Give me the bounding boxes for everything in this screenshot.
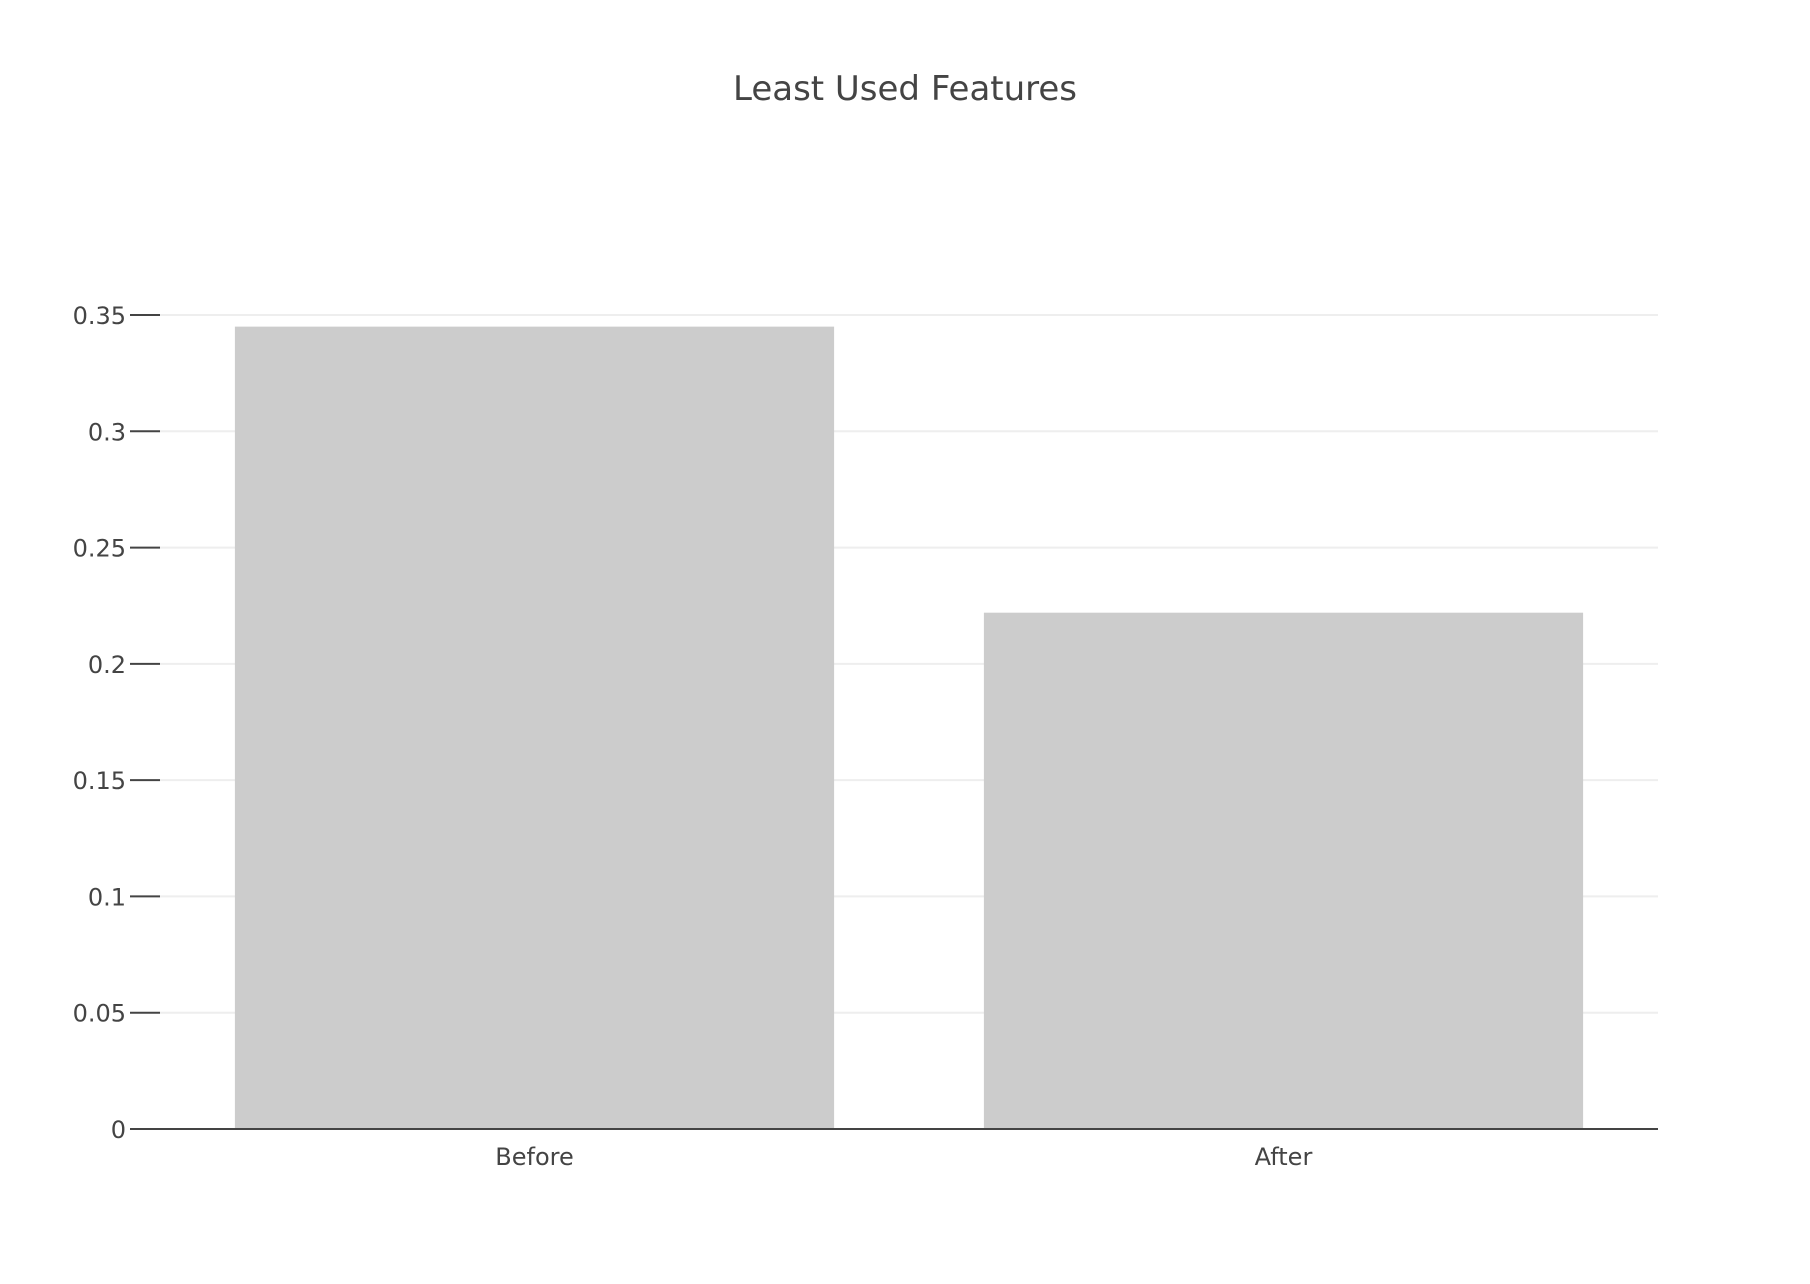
y-tick-label: 0.15 xyxy=(73,767,126,795)
x-tick-label: Before xyxy=(495,1143,573,1171)
y-axis: 0 0.05 0.1 0.15 0.2 0.25 0.3 0.35 xyxy=(73,302,160,1144)
y-tick-label: 0.25 xyxy=(73,535,126,563)
y-tick-label: 0.3 xyxy=(88,418,126,446)
y-tick-label: 0.05 xyxy=(73,1000,126,1028)
y-tick-label: 0.1 xyxy=(88,883,126,911)
y-tick-label: 0 xyxy=(111,1116,126,1144)
bar-before[interactable] xyxy=(234,326,835,1130)
chart-title: Least Used Features xyxy=(733,69,1077,109)
x-axis: Before After xyxy=(160,1128,1658,1171)
y-tick-label: 0.35 xyxy=(73,302,126,330)
y-tick-label: 0.2 xyxy=(88,651,126,679)
bars xyxy=(234,326,1584,1130)
bar-after[interactable] xyxy=(983,612,1584,1129)
x-tick-label: After xyxy=(1255,1143,1313,1171)
